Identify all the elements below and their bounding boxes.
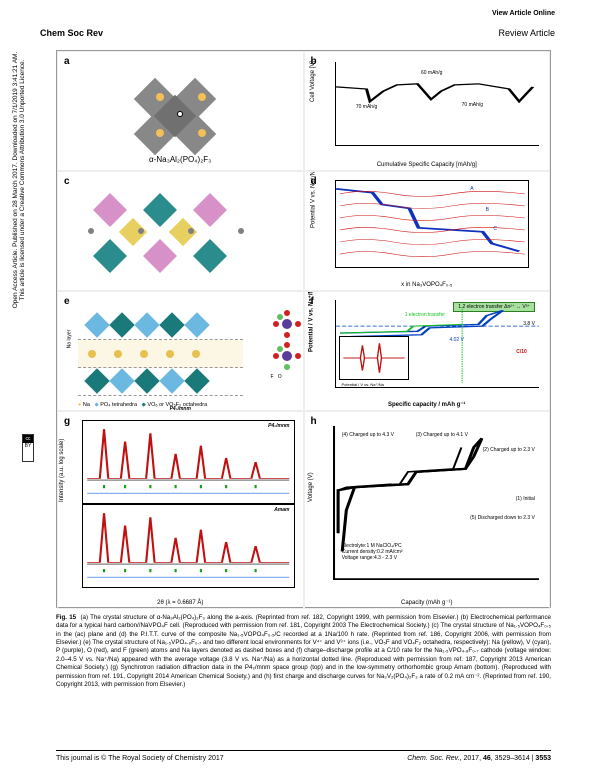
figure-caption: Fig. 15 (a) The crystal structure of α-N… [56, 614, 551, 689]
citation: Chem. Soc. Rev., 2017, 46, 3529–3614 | 3… [407, 755, 551, 762]
panel-h: h Voltage (V) (4) Charged up to 4.3 V (3… [304, 411, 551, 609]
panel-d-xlabel: x in Na₃VOPO₄F₀.₅ [401, 282, 452, 288]
panel-e-label: e [64, 296, 70, 307]
panel-d: d Potential V vs. Na⁺/Na A B C x in Na₃V… [304, 171, 551, 291]
panel-b-ylabel: Cell Voltage [V] [310, 61, 316, 102]
panel-c-label: c [64, 176, 70, 187]
panel-f-xlabel: Specific capacity / mAh g⁻¹ [388, 401, 466, 408]
page-footer: This journal is © The Royal Society of C… [56, 750, 551, 762]
view-online-link[interactable]: View Article Online [492, 10, 555, 17]
panel-f-label: f [311, 296, 314, 307]
panel-f: f Potential / V vs. Na⁺/Na 1.2 electron … [304, 291, 551, 411]
panel-a-label: a [64, 56, 70, 67]
panel-d-chart: A B C [335, 180, 530, 268]
panel-e: e Na layer [57, 291, 304, 411]
access-statement: Open Access Article. Published on 28 Mar… [12, 30, 26, 330]
article-type: Review Article [498, 28, 555, 38]
panel-b-label: b [311, 56, 317, 67]
panel-g-xlabel: 2θ (λ = 0.6687 Å) [157, 600, 203, 606]
panel-b-xlabel: Cumulative Specific Capacity [mAh/g] [377, 162, 477, 168]
figure-15: a α-Na₃Al₂(PO₄)₂F₃ b Cell Voltage [V] 70… [56, 50, 551, 608]
panel-g-top: P4₂/mnm [82, 420, 295, 504]
panel-g: g Intensity (a.u. log scale) P4₂/mnm Ama… [57, 411, 304, 609]
journal-name: Chem Soc Rev [40, 28, 103, 38]
panel-g-label: g [64, 416, 70, 427]
panel-d-label: d [311, 176, 317, 187]
panel-h-chart: (4) Charged up to 4.3 V (3) Charged up t… [333, 426, 540, 580]
panel-f-inset: Potential / V vs. Na⁺/Na [339, 336, 409, 380]
copyright: This journal is © The Royal Society of C… [56, 755, 224, 762]
panel-a-formula: α-Na₃Al₂(PO₄)₂F₃ [149, 155, 211, 164]
panel-g-ylabel: Intensity (a.u. log scale) [59, 439, 65, 502]
panel-h-ylabel: Voltage (V) [308, 472, 314, 502]
panel-h-label: h [311, 416, 317, 427]
panel-h-xlabel: Capacity (mAh g⁻¹) [401, 599, 453, 606]
panel-a: a α-Na₃Al₂(PO₄)₂F₃ [57, 51, 304, 171]
panel-b-chart: 70 mAh/g 60 mAh/g 70 mAh/g [335, 62, 540, 146]
cc-by-badge: cc BY [22, 434, 34, 462]
panel-b: b Cell Voltage [V] 70 mAh/g 60 mAh/g 70 … [304, 51, 551, 171]
panel-c: c [57, 171, 304, 291]
panel-g-bot: Amam [82, 504, 295, 588]
